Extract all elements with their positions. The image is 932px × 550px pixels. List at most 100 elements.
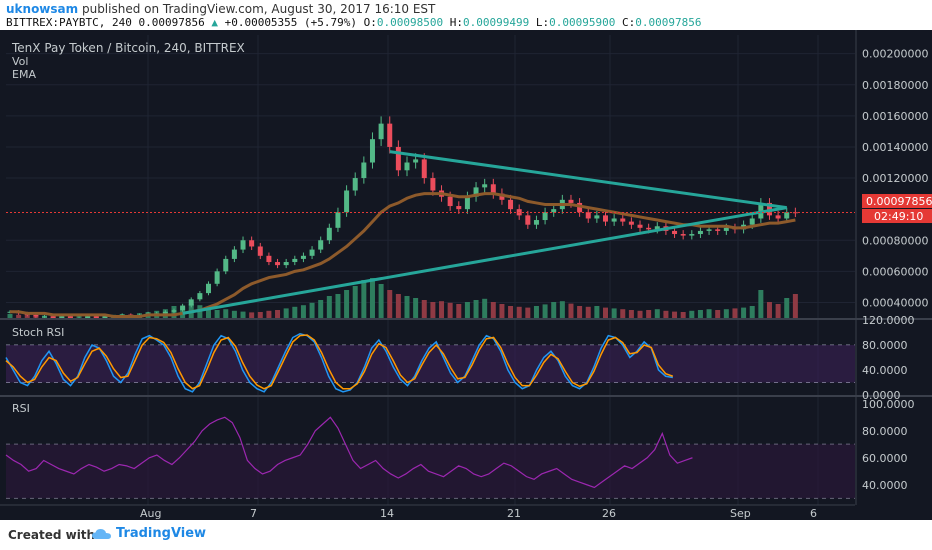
volume-bar [413,298,419,318]
price-tick: 0.00140000 [862,141,928,154]
price-badge: 0.00097856 [866,195,932,208]
price-tick: 0.00080000 [862,234,928,247]
candle-body [206,283,211,294]
volume-bar [680,312,686,318]
vol-indicator-label: Vol [12,55,28,68]
candle-body [50,316,56,318]
volume-bar [516,306,522,318]
candle-body [240,240,246,250]
volume-bar [499,304,505,318]
rsi-band [6,444,855,499]
candle-body [318,240,324,250]
volume-bar [672,311,678,318]
volume-bar [326,296,332,318]
stoch-tick: 120.0000 [862,314,915,327]
candle-body [352,178,358,191]
low-label: L: [535,16,550,29]
candle-body [93,316,99,318]
close-value: 0.00097856 [635,16,702,29]
candle-body [335,212,341,228]
rsi-tick: 40.0000 [862,479,908,492]
candle-body [680,234,686,236]
candle-body [689,234,695,236]
rsi-tick: 60.0000 [862,452,908,465]
candle-body [421,159,427,179]
candle-body [542,212,548,221]
volume-bar [689,310,695,318]
candle-body [551,209,557,213]
candle-body [594,215,600,219]
trendline-lower[interactable] [182,206,787,315]
volume-bar [456,304,462,318]
candle-body [249,240,255,247]
volume-bar [361,280,367,318]
price-tick: 0.00180000 [862,79,928,92]
volume-bar [266,310,272,318]
last-price: 0.00097856 [138,16,205,29]
price-tick: 0.00160000 [862,110,928,123]
volume-bar [300,305,306,318]
volume-bar [568,303,574,318]
candle-body [257,246,263,256]
tradingview-brand[interactable]: TradingView [92,526,206,541]
ohlc-line: BITTREX:PAYBTC, 240 0.00097856 ▲ +0.0000… [6,16,701,29]
trendline-upper[interactable] [389,150,787,210]
ema-indicator-label: EMA [12,68,36,81]
volume-bar [766,302,772,318]
candle-body [715,229,721,231]
author-link[interactable]: uknowsam [6,2,79,16]
rsi-tick: 80.0000 [862,425,908,438]
candle-body [300,255,306,259]
candle-body [697,230,703,235]
volume-bar [352,286,358,318]
chart-canvas[interactable]: 0.00200000 0.00180000 0.00160000 0.00140000… [0,30,932,520]
volume-bar [758,290,764,318]
published-text: published on TradingView.com, August 30,… [81,2,436,16]
candle-body [447,196,453,207]
volume-bar [542,304,548,318]
pane-separators[interactable] [0,30,932,506]
chart-area[interactable]: 0.00200000 0.00180000 0.00160000 0.00140000… [0,30,932,520]
volume-bar [628,310,634,318]
candle-body [430,178,436,191]
candle-body [188,299,194,306]
up-arrow-icon: ▲ [211,16,218,29]
candle-body [464,196,470,210]
price-axis[interactable]: 0.00200000 0.00180000 0.00160000 0.00140000… [862,48,928,492]
candle-body [723,227,729,231]
candle-body [387,123,393,147]
candle-body [283,262,289,266]
volume-bar [775,304,781,318]
created-with-text: Created with [8,528,96,542]
volume-bar [654,309,660,318]
volume-bar [318,300,324,318]
high-label: H: [449,16,464,29]
volume-bar [706,309,712,318]
change-value: +0.00005355 (+5.79%) [224,16,358,29]
volume-bar [577,306,583,318]
time-badge: 02:49:10 [874,210,923,223]
ema-line [10,192,796,318]
time-tick: 26 [602,507,616,520]
candle-body [637,224,643,228]
candle-body [784,212,790,219]
time-axis[interactable]: Aug 7 14 21 26 Sep 6 [140,507,817,520]
price-tick: 0.00040000 [862,296,928,309]
volume-bar [611,308,617,318]
stoch-tick: 0.0000 [862,389,901,402]
candle-body [628,221,634,225]
volume-bar [16,314,22,318]
publish-line: uknowsam published on TradingView.com, A… [6,2,435,16]
main-pane-title: TenX Pay Token / Bitcoin, 240, BITTREX [11,41,245,55]
time-tick: 21 [507,507,521,520]
candle-body [646,227,652,230]
time-badge-bg [862,209,932,223]
time-tick: Sep [730,507,751,520]
volume-bar [404,296,410,318]
rsi-lines [5,416,693,489]
candle-body [508,199,514,210]
candle-body [749,218,755,225]
volume-bar [447,302,453,318]
volume-bar [240,311,246,318]
stoch-rsi-lines [5,332,674,393]
